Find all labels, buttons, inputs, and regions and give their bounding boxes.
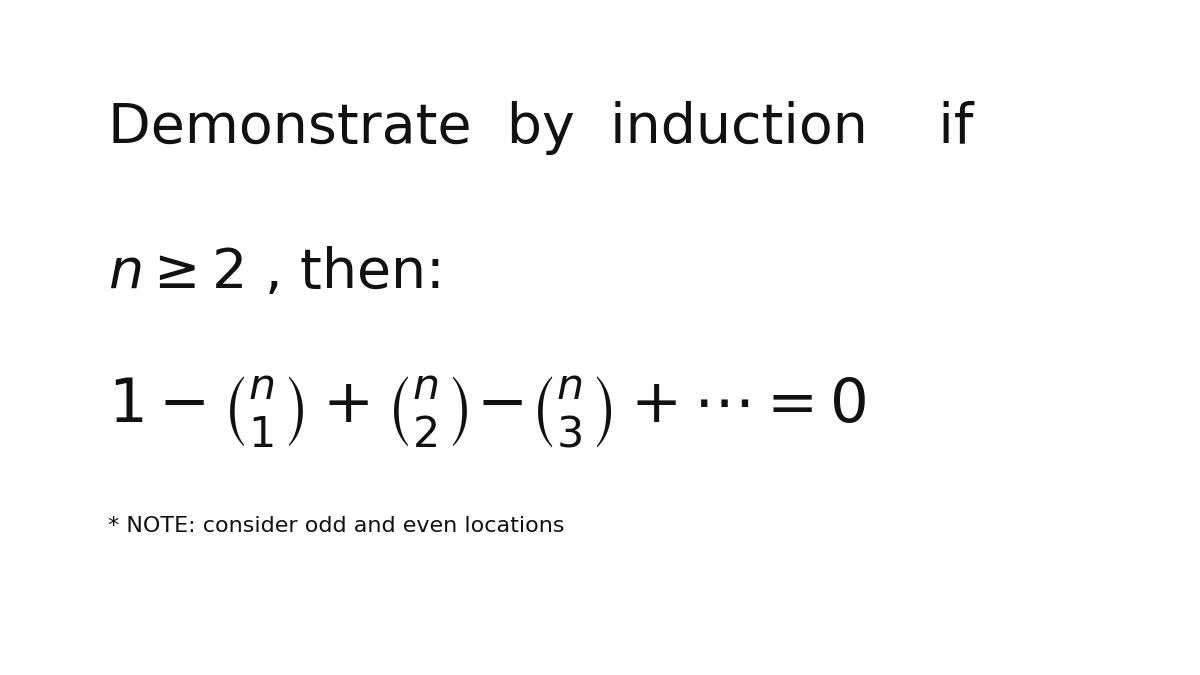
Text: $n \geq 2$ , then:: $n \geq 2$ , then: [108,246,440,300]
Text: $1 - \binom{n}{1} + \binom{n}{2}\!-\! \binom{n}{3} + \cdots = 0$: $1 - \binom{n}{1} + \binom{n}{2}\!-\! \b… [108,375,866,450]
Text: Demonstrate  by  induction    if: Demonstrate by induction if [108,101,973,155]
Text: * NOTE: consider odd and even locations: * NOTE: consider odd and even locations [108,516,564,537]
